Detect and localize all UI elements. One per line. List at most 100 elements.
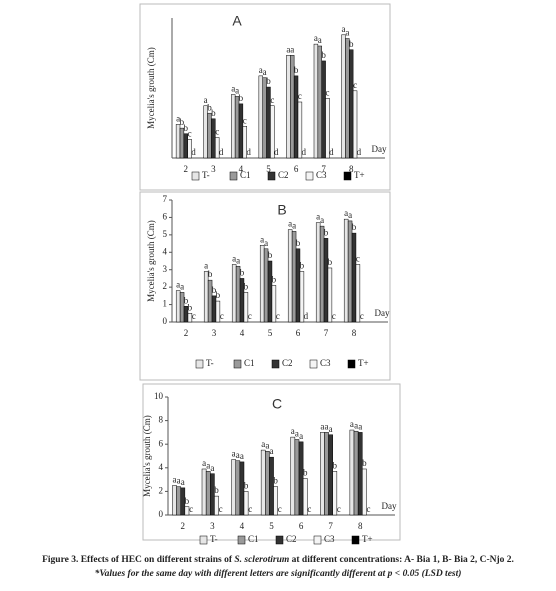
x-tick-label: 7 — [321, 164, 326, 174]
x-axis-label: Day — [375, 308, 390, 318]
significance-letter: a — [265, 440, 269, 450]
bar — [290, 436, 296, 516]
significance-letter: d — [246, 147, 251, 157]
significance-letter: c — [248, 504, 252, 514]
significance-letter: b — [296, 238, 301, 248]
bar — [265, 451, 270, 516]
bar — [234, 96, 240, 159]
legend-swatch — [271, 359, 280, 369]
x-axis-label: Day — [382, 501, 397, 511]
significance-letter: c — [219, 504, 223, 514]
bar — [325, 98, 330, 159]
significance-letter: b — [188, 302, 193, 312]
bar — [293, 75, 299, 159]
bar — [273, 486, 278, 516]
bar — [287, 229, 293, 323]
bar — [205, 471, 211, 516]
significance-letter: a — [288, 219, 292, 229]
significance-letter: a — [231, 84, 235, 94]
legend-swatch — [237, 535, 246, 545]
panel-frame — [142, 383, 401, 541]
significance-letter: c — [270, 95, 274, 105]
significance-letter: c — [366, 504, 370, 514]
y-tick-label: 6 — [159, 438, 164, 448]
significance-letter: a — [232, 449, 236, 459]
bar — [270, 105, 275, 159]
caption-rest: at different concentrations: A- Bia 1, B… — [289, 555, 514, 565]
bar — [271, 285, 277, 323]
significance-letter: a — [320, 421, 324, 431]
bar — [349, 49, 354, 159]
significance-letter: a — [204, 261, 208, 271]
bar — [323, 238, 329, 323]
caption-species: S. sclerotirum — [234, 555, 289, 565]
legend-label: C1 — [240, 170, 251, 180]
bar — [239, 461, 245, 516]
significance-letter: b — [349, 39, 354, 49]
significance-letter: c — [192, 311, 196, 321]
significance-letter: c — [307, 504, 311, 514]
legend-label: T+ — [354, 170, 365, 180]
significance-letter: a — [286, 44, 290, 54]
significance-letter: b — [244, 281, 249, 291]
y-axis-label: Mycelia's grouth (Cm) — [142, 415, 152, 497]
bar — [321, 60, 326, 159]
significance-letter: a — [299, 431, 303, 441]
significance-letter: a — [180, 281, 184, 291]
significance-letter: a — [210, 463, 214, 473]
x-tick-label: 7 — [328, 521, 333, 531]
bar — [328, 434, 333, 516]
bar — [243, 292, 249, 323]
significance-letter: c — [243, 115, 247, 125]
y-tick-label: 4 — [163, 246, 168, 256]
significance-letter: a — [345, 28, 349, 38]
significance-letter: b — [273, 476, 278, 486]
legend-swatch — [343, 171, 352, 181]
significance-letter: b — [303, 467, 308, 477]
significance-letter: d — [357, 147, 362, 157]
significance-letter: b — [185, 496, 190, 506]
bar — [262, 77, 267, 159]
significance-letter: d — [329, 147, 334, 157]
bar — [298, 441, 304, 516]
bar — [299, 271, 305, 323]
significance-letter: c — [298, 91, 302, 101]
x-tick-label: 2 — [184, 164, 189, 174]
x-tick-label: 4 — [240, 328, 245, 338]
caption: Figure 3. Effects of HEC on different st… — [42, 555, 514, 565]
significance-letter: a — [232, 254, 236, 264]
bar — [235, 460, 241, 516]
bar — [259, 245, 265, 323]
bar — [243, 491, 249, 516]
significance-letter: b — [300, 261, 305, 271]
significance-letter: a — [261, 439, 265, 449]
bar — [327, 267, 333, 323]
significance-letter: c — [188, 128, 192, 138]
bar — [319, 225, 325, 323]
legend-label: C1 — [244, 358, 255, 368]
legend-label: C1 — [248, 534, 259, 544]
significance-letter: d — [219, 147, 224, 157]
significance-letter: c — [337, 504, 341, 514]
x-tick-label: 3 — [211, 164, 216, 174]
significance-letter: c — [220, 311, 224, 321]
bar — [187, 139, 192, 159]
bar — [187, 313, 193, 323]
y-tick-label: 2 — [163, 281, 168, 291]
legend-swatch — [305, 171, 314, 181]
significance-letter: a — [235, 85, 239, 95]
bar — [210, 473, 215, 516]
y-tick-label: 3 — [163, 264, 168, 274]
bar — [269, 456, 274, 516]
legend-label: T- — [206, 358, 214, 368]
significance-letter: d — [304, 311, 309, 321]
bar — [351, 232, 357, 323]
significance-letter: a — [358, 421, 362, 431]
legend-label: C2 — [282, 358, 293, 368]
legend-label: C3 — [316, 170, 327, 180]
legend-swatch — [195, 359, 204, 369]
legend-label: C3 — [320, 358, 331, 368]
significance-letter: b — [328, 257, 333, 267]
y-tick-label: 5 — [163, 229, 168, 239]
significance-letter: b — [352, 222, 357, 232]
